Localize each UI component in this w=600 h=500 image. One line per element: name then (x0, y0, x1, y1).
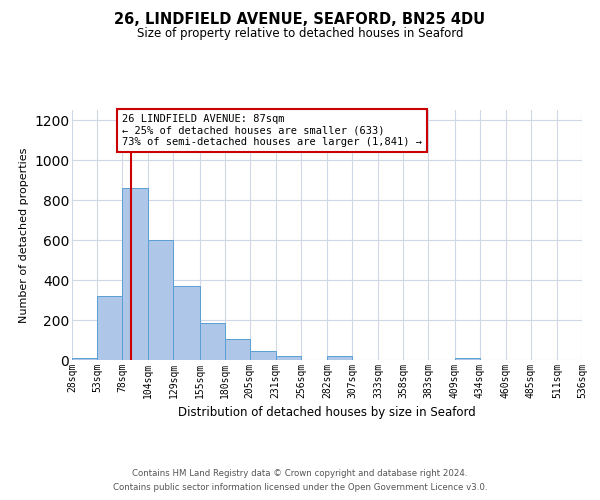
Bar (250, 350, 276, 360)
Bar (199, 323, 224, 360)
Bar (97, 296, 122, 360)
Bar (276, 356, 301, 360)
Bar (122, 188, 148, 360)
Bar (173, 286, 199, 360)
Bar (455, 358, 479, 360)
Bar (224, 339, 250, 360)
Text: 26 LINDFIELD AVENUE: 87sqm
← 25% of detached houses are smaller (633)
73% of sem: 26 LINDFIELD AVENUE: 87sqm ← 25% of deta… (122, 114, 422, 147)
Text: Size of property relative to detached houses in Seaford: Size of property relative to detached ho… (137, 28, 463, 40)
Bar (148, 240, 173, 360)
Text: Contains HM Land Registry data © Crown copyright and database right 2024.: Contains HM Land Registry data © Crown c… (132, 468, 468, 477)
Y-axis label: Number of detached properties: Number of detached properties (19, 148, 29, 322)
Text: Contains public sector information licensed under the Open Government Licence v3: Contains public sector information licen… (113, 484, 487, 492)
Text: 26, LINDFIELD AVENUE, SEAFORD, BN25 4DU: 26, LINDFIELD AVENUE, SEAFORD, BN25 4DU (115, 12, 485, 28)
Bar (327, 356, 352, 360)
Bar (72, 358, 97, 360)
X-axis label: Distribution of detached houses by size in Seaford: Distribution of detached houses by size … (178, 406, 476, 420)
